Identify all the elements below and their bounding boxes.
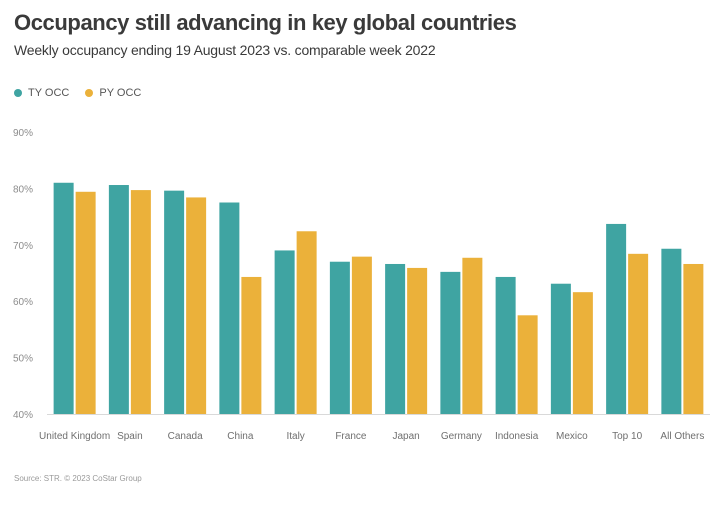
bar-ty xyxy=(274,250,295,414)
legend-swatch-ty xyxy=(14,89,22,97)
y-tick-label: 60% xyxy=(13,297,33,308)
bar-py xyxy=(241,276,262,414)
x-tick-label: Spain xyxy=(117,431,143,442)
y-tick-label: 80% xyxy=(13,184,33,195)
y-tick-label: 70% xyxy=(13,241,33,252)
bar-ty xyxy=(440,271,461,414)
x-tick-label: Indonesia xyxy=(495,431,539,442)
bar-py xyxy=(296,231,317,414)
bar-py xyxy=(517,315,538,414)
y-tick-label: 40% xyxy=(13,410,33,421)
legend-label-ty: TY OCC xyxy=(28,87,70,99)
source-note: Source: STR. © 2023 CoStar Group xyxy=(14,474,142,483)
x-tick-label: All Others xyxy=(660,431,704,442)
bar-ty xyxy=(661,248,682,414)
bar-ty xyxy=(606,223,627,414)
bar-py xyxy=(351,256,372,414)
bar-ty xyxy=(108,185,129,414)
bar-ty xyxy=(329,261,350,414)
bar-py xyxy=(407,267,428,414)
bar-py xyxy=(186,197,207,414)
bar-ty xyxy=(219,202,240,414)
bar-ty xyxy=(164,190,185,414)
x-tick-label: Japan xyxy=(393,431,420,442)
x-tick-label: Top 10 xyxy=(612,431,642,442)
y-tick-label: 90% xyxy=(13,128,33,139)
bar-py xyxy=(130,190,151,414)
legend-swatch-py xyxy=(85,89,94,97)
x-tick-label: China xyxy=(227,431,254,442)
x-tick-label: Italy xyxy=(286,431,304,442)
bar-ty xyxy=(385,263,406,414)
bar-py xyxy=(75,191,96,414)
bar-ty xyxy=(550,283,571,414)
chart-subtitle: Weekly occupancy ending 19 August 2023 v… xyxy=(14,42,436,58)
legend-label-py: PY OCC xyxy=(99,87,142,99)
bar-py xyxy=(683,263,704,414)
bar-ty xyxy=(53,182,74,414)
bar-ty xyxy=(495,276,516,414)
x-tick-label: France xyxy=(335,431,367,442)
legend-item-ty: TY OCC xyxy=(14,87,69,99)
x-tick-label: United Kingdom xyxy=(39,431,110,442)
legend-item-py: PY OCC xyxy=(85,87,141,99)
legend: TY OCC PY OCC xyxy=(14,87,141,99)
bar-py xyxy=(462,257,483,414)
chart-title: Occupancy still advancing in key global … xyxy=(14,10,517,35)
x-tick-label: Germany xyxy=(441,431,482,442)
bar-py xyxy=(572,292,593,414)
bar-py xyxy=(628,253,649,414)
x-tick-label: Canada xyxy=(168,431,203,442)
y-tick-label: 50% xyxy=(13,354,33,365)
x-tick-label: Mexico xyxy=(556,431,588,442)
